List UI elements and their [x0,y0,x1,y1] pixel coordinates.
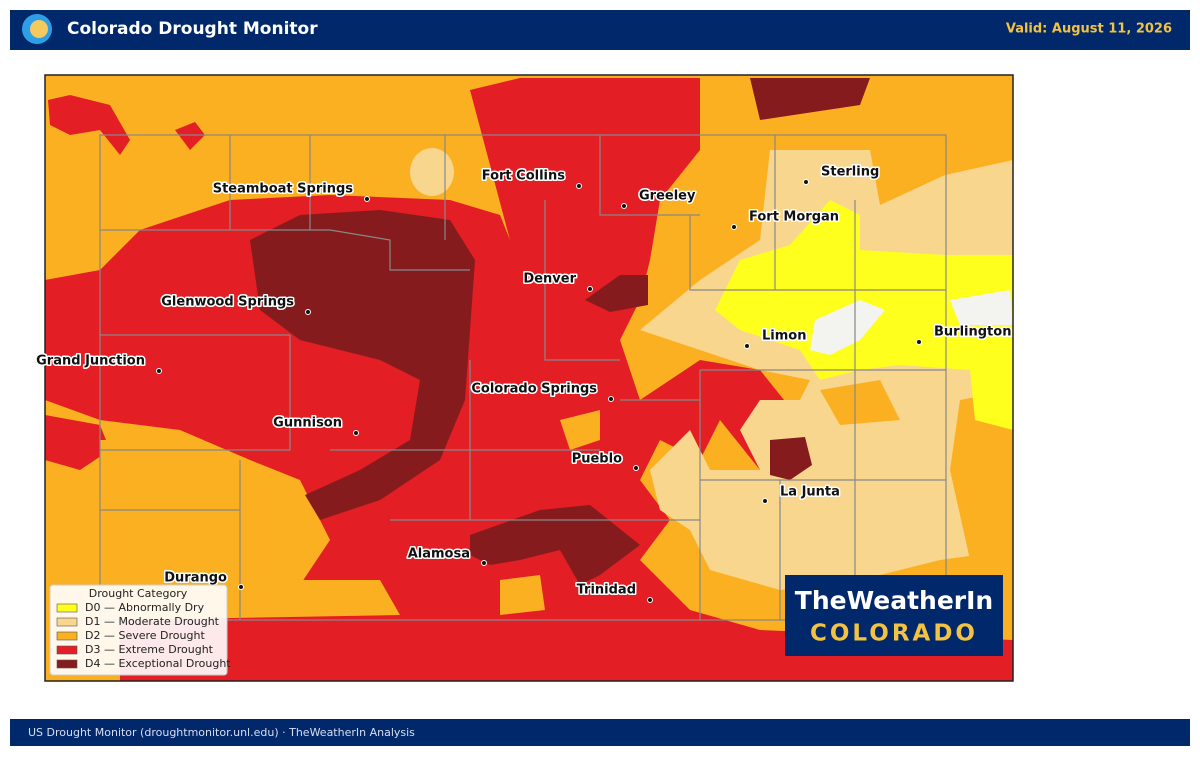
legend-swatch [56,603,78,613]
county-lines [100,135,946,620]
header-bar [10,10,1190,50]
city-label: Fort Collins [482,169,566,184]
city-dot [731,224,737,230]
valid-date: Valid: August 11, 2026 [1006,22,1172,37]
city-dot [238,584,244,590]
legend-title: Drought Category [89,587,188,600]
d1-area [410,148,454,196]
legend-swatch [56,659,78,669]
legend-label: D2 — Severe Drought [85,629,205,642]
no-drought-area [810,290,1013,355]
footer-text: US Drought Monitor (droughtmonitor.unl.e… [28,726,415,739]
legend-swatch [56,645,78,655]
footer-bar [10,719,1190,746]
city-dot [916,339,922,345]
legend-swatch [56,631,78,641]
city-dot [744,343,750,349]
city-label: Trinidad [577,583,636,598]
map-frame [44,74,1014,682]
brand-region: COLORADO [810,621,978,647]
city-label: Steamboat Springs [213,182,354,197]
city-dot [633,465,639,471]
logo-sun [30,20,48,38]
city-label: Alamosa [408,547,470,562]
legend-label: D0 — Abnormally Dry [85,601,205,614]
brand-box [785,575,1003,656]
city-label: Colorado Springs [471,382,597,397]
city-label: Burlington [934,325,1011,340]
city-dot [576,183,582,189]
city-dot [647,597,653,603]
city-label: Pueblo [572,452,622,467]
city-dot [621,203,627,209]
map: Steamboat Springs Fort Collins Greeley Ster… [35,74,1014,682]
state-border [99,134,947,621]
legend-label: D4 — Exceptional Drought [85,657,231,670]
city-label: Denver [523,272,576,287]
legend-box [49,584,228,676]
city-dot [353,430,359,436]
brand-name: TheWeatherIn [795,586,993,615]
d4-area [250,78,870,585]
title: Colorado Drought Monitor [67,19,318,39]
legend-label: D1 — Moderate Drought [85,615,220,628]
city-label: Gunnison [273,416,342,431]
legend-swatch [56,617,78,627]
city-dot [364,196,370,202]
city-dot [305,309,311,315]
city-label: Grand Junction [36,354,145,369]
d3-area [45,95,205,470]
d2-area [820,380,1013,560]
city-dot [587,286,593,292]
city-label: Limon [762,329,806,344]
city-dot [608,396,614,402]
city-label: La Junta [780,485,840,500]
legend-label: D3 — Extreme Drought [85,643,214,656]
city-label: Sterling [821,165,879,180]
city-label: Greeley [639,189,696,204]
city-label: Glenwood Springs [161,295,294,310]
city-dot [481,560,487,566]
city-label: Fort Morgan [749,210,839,225]
d2-area [100,410,600,620]
city-dot [762,498,768,504]
city-dot [803,179,809,185]
city-label: Durango [164,571,227,586]
city-dot [156,368,162,374]
